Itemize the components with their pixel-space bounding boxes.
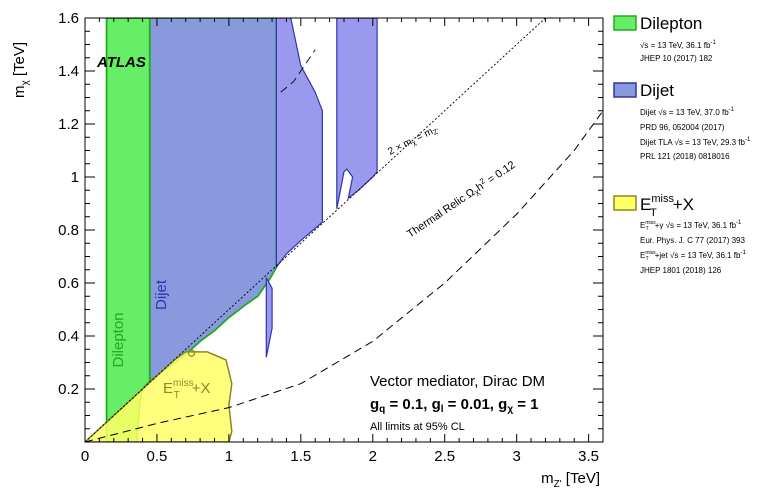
legend-line: Emiss T +jet √s = 13 TeV, 36.1 fb-1 <box>640 250 746 262</box>
legend-line: PRD 96, 052004 (2017) <box>640 123 725 132</box>
atlas-brand: ATLAS <box>96 54 146 71</box>
region-dijet-1-8-2-0 <box>336 18 378 209</box>
legend-line: Dijet TLA √s = 13 TeV, 29.3 fb-1 <box>640 137 751 147</box>
y-tick-label: 0.4 <box>58 328 79 345</box>
y-tick-label: 0.6 <box>58 275 79 292</box>
legend-line: PRL 121 (2018) 0818016 <box>640 152 730 161</box>
model-text-line2: gq = 0.1, gl = 0.01, gχ = 1 <box>370 396 539 415</box>
relic-line-label: Thermal Relic Ωχh2 = 0.12 <box>404 157 518 241</box>
y-tick-label: 1.4 <box>58 63 79 80</box>
legend-line: Dijet √s = 13 TeV, 37.0 fb-1 <box>640 107 735 117</box>
x-tick-label: 2.5 <box>434 448 455 465</box>
region-dijet-tla-notch <box>265 277 273 358</box>
dilepton-region-label: Dilepton <box>110 312 127 367</box>
region-dijet-tla <box>275 18 323 269</box>
x-tick-label: 3.5 <box>578 448 599 465</box>
exclusion-regions <box>85 18 378 442</box>
legend-line: JHEP 1801 (2018) 126 <box>640 266 722 275</box>
x-axis-label: mZ' [TeV] <box>541 470 600 490</box>
region-dilepton <box>105 18 151 442</box>
legend-entry-dijet: Dijet Dijet √s = 13 TeV, 37.0 fb-1 PRD 9… <box>613 81 751 161</box>
legend-entry-metx: Emiss T +X Emiss T +γ √s = 13 TeV, 36.1 fb-1… <box>613 193 746 275</box>
x-tick-label: 0.5 <box>147 448 168 465</box>
legend-label-dilepton: Dilepton <box>640 14 702 33</box>
legend: Dilepton √s = 13 TeV, 36.1 fb-1 JHEP 10 … <box>613 14 751 275</box>
y-axis-label: mχ [TeV] <box>11 42 31 98</box>
x-tick-label: 2 <box>369 448 377 465</box>
y-tick-label: 0.8 <box>58 222 79 239</box>
line-2-m-m-z <box>85 18 546 442</box>
legend-swatch-metx <box>613 195 637 211</box>
model-text-line1: Vector mediator, Dirac DM <box>370 373 545 390</box>
line-thermal-relic <box>85 110 603 442</box>
legend-label-metx: Emiss T +X <box>640 193 694 219</box>
legend-line: JHEP 10 (2017) 182 <box>640 54 713 63</box>
y-tick-label: 1.6 <box>58 10 79 27</box>
legend-swatch-dijet <box>613 82 637 98</box>
legend-label-dijet: Dijet <box>640 81 674 100</box>
legend-line: Emiss T +γ √s = 13 TeV, 36.1 fb-1 <box>640 220 742 232</box>
y-tick-label: 1.2 <box>58 116 79 133</box>
dijet-region-label: Dijet <box>153 279 170 310</box>
region-e-t-miss-x <box>85 351 233 442</box>
legend-entry-dilepton: Dilepton √s = 13 TeV, 36.1 fb-1 JHEP 10 … <box>613 14 716 63</box>
y-tick-label: 1 <box>71 169 79 186</box>
legend-line: √s = 13 TeV, 36.1 fb-1 <box>640 40 716 50</box>
model-text-line3: All limits at 95% CL <box>370 421 465 433</box>
axis-ticks: 0 0.5 1 1.5 2 2.5 3 3.5 0.2 0.4 0.6 0.8 1 1.2 1.4 1.6 <box>58 10 604 465</box>
reference-lines <box>85 18 603 442</box>
boundary-marker <box>187 349 196 357</box>
legend-swatch-dilepton <box>613 15 637 31</box>
y-tick-label: 0.2 <box>58 381 79 398</box>
x-tick-label: 3 <box>512 448 520 465</box>
region-dijet <box>148 18 278 383</box>
line-upper-relic-branch <box>280 49 316 93</box>
kinematic-line-label: 2 × mχ = mZ' <box>386 124 440 159</box>
x-tick-label: 1.5 <box>290 448 311 465</box>
legend-line: Eur. Phys. J. C 77 (2017) 393 <box>640 236 745 245</box>
x-tick-label: 0 <box>81 448 89 465</box>
x-tick-label: 1 <box>225 448 233 465</box>
